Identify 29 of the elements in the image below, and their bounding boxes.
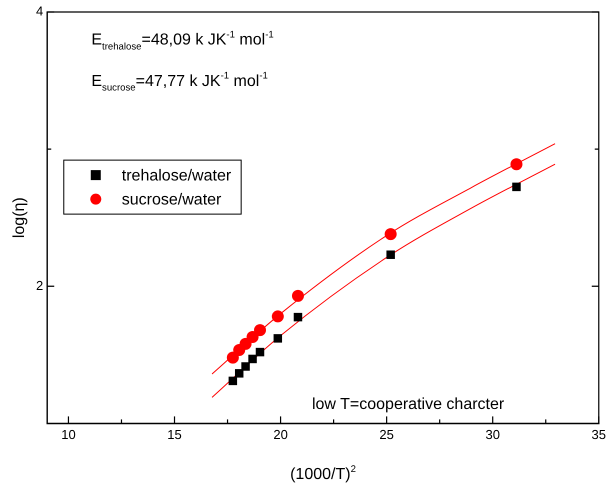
x-tick-label: 25 xyxy=(379,426,394,442)
point xyxy=(248,354,257,364)
point xyxy=(386,250,395,259)
annotation: low T=cooperative charcter xyxy=(312,396,505,413)
legend-label: sucrose/water xyxy=(122,192,222,209)
x-tick-label: 20 xyxy=(273,426,288,442)
point xyxy=(246,331,259,344)
point xyxy=(234,369,244,378)
point xyxy=(256,348,264,356)
point xyxy=(512,182,521,192)
point xyxy=(292,290,304,302)
point xyxy=(510,158,522,170)
y-tick-label: 4 xyxy=(36,4,44,19)
x-tick-label: 10 xyxy=(61,426,76,442)
y-tick-label: 2 xyxy=(36,278,44,293)
legend-label: trehalose/water xyxy=(122,168,232,185)
point xyxy=(384,228,397,240)
point xyxy=(226,352,239,364)
point xyxy=(294,312,302,322)
y-axis-title: log(η) xyxy=(11,197,28,238)
point xyxy=(240,338,252,350)
point xyxy=(274,334,282,343)
x-tick-label: 35 xyxy=(592,426,606,442)
x-tick-label: 15 xyxy=(167,426,182,442)
x-tick-label: 30 xyxy=(485,426,500,442)
point xyxy=(272,310,284,322)
point xyxy=(254,324,266,336)
point xyxy=(241,362,250,371)
point xyxy=(228,376,238,386)
